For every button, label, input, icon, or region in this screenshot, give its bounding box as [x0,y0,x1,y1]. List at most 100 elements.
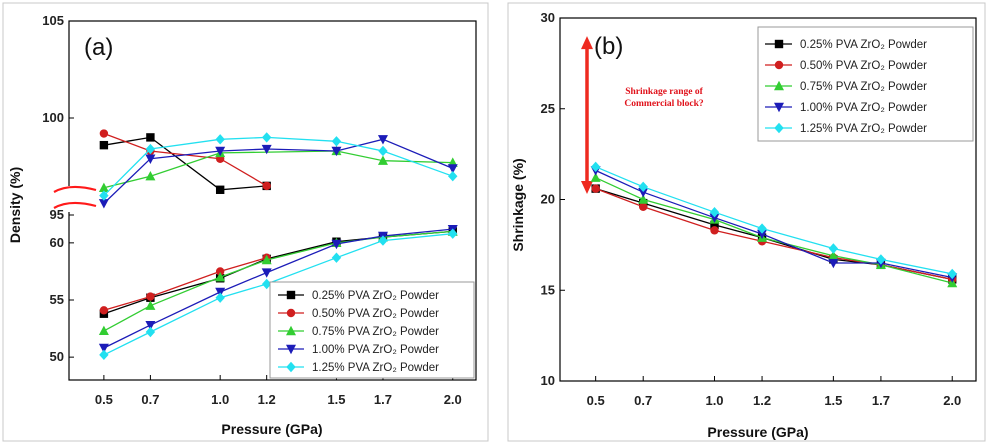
panel-b-data-point [638,181,648,192]
legend-marker-swatch [286,344,296,355]
panel-b-legend-item: 1.25% PVA ZrO₂ Powder [765,122,927,135]
panel-b-y-ticks: 10 15 20 25 30 [541,10,565,388]
panel-a-density: (a) Pressure (GPa) Density (%) 0.5 0.7 1.0… [2,2,489,442]
shrinkage-range-arrowhead-top [581,36,593,50]
panel-b-x-tick-label: 1.0 [705,393,723,408]
panel-b-x-ticks: 0.5 0.7 1.0 1.2 1.5 1.7 2.0 [587,376,961,408]
panel-a-data-point [261,144,272,155]
panel-b-data-point [828,243,839,254]
panel-a-data-point [331,136,342,147]
panel-b-x-tick-label: 1.7 [872,393,890,408]
panel-a-legend-label: 1.00% PVA ZrO₂ Powder [312,344,439,356]
panel-b-legend-label: 1.00% PVA ZrO₂ Powder [800,102,927,114]
panel-a-series-s125 [99,132,458,361]
panel-b-data-point [590,161,601,173]
panel-a-y-ticks: 95 100 105 50 55 60 [42,13,74,364]
panel-a-series-group [98,129,458,361]
panel-b-data-point [709,213,720,223]
panel-a-data-point [146,133,155,142]
legend-marker-swatch [774,39,784,49]
panel-a-data-point [331,146,342,157]
panel-b-y-tick-label: 20 [541,192,555,207]
panel-b-label: (b) [594,33,623,60]
panel-a-frame [2,2,489,442]
legend-marker-swatch [774,60,784,70]
panel-b-data-point [947,268,957,280]
panel-a-legend-box [269,281,475,379]
panel-b-frame [507,2,986,442]
legend-marker-swatch [774,102,784,113]
panel-a-data-point [99,306,109,315]
panel-b-legend-item: 0.75% PVA ZrO₂ Powder [765,80,927,93]
panel-a-legend-item: 0.25% PVA ZrO₂ Powder [278,290,439,302]
panel-a-data-point [448,171,458,182]
panel-a-y-tick-label: 105 [42,13,64,28]
panel-a-data-point [215,146,226,157]
panel-b-data-point [639,202,648,211]
panel-b-y-tick-label: 25 [541,101,555,116]
panel-b-data-point [709,207,720,218]
panel-a-series-line-upper [103,136,267,191]
panel-a-data-point [215,267,225,276]
panel-a-data-point [215,287,226,298]
panel-a-data-point [261,278,272,290]
panel-a-data-point [215,271,226,282]
panel-a-data-point [377,155,388,165]
panel-a-data-point [215,292,225,303]
panel-b-data-point [828,250,839,260]
panel-a-axis-break [53,185,97,212]
panel-a-series-s050 [99,129,271,315]
panel-a-data-point [145,300,156,310]
panel-b-data-point [590,172,601,182]
panel-a-x-tick-label: 1.0 [211,392,229,407]
panel-b-data-point [828,258,839,269]
panel-a-data-point [331,239,342,250]
axis-break-mark-lower [53,201,97,209]
panel-a-x-tick-label: 1.2 [258,392,276,407]
panel-b-data-point [710,220,719,230]
panel-a-data-point [331,252,342,263]
panel-a-y-tick-label: 50 [50,349,64,364]
panel-a-legend-item: 0.50% PVA ZrO₂ Powder [278,308,439,320]
legend-marker-swatch [774,80,784,91]
annotation-line-1: Shrinkage range of [625,87,703,97]
shrinkage-range-arrowhead-bottom [581,181,593,195]
legend-marker-swatch [286,290,296,300]
panel-a-series-line-upper [103,150,453,189]
panel-b-legend-box [757,26,974,142]
annotation-line-2: Commercial block? [624,99,703,109]
panel-b-x-axis-title: Pressure (GPa) [707,424,808,440]
panel-a-data-point [215,134,225,145]
panel-a-x-axis-title: Pressure (GPa) [221,421,322,437]
panel-a-data-point [261,132,272,143]
panel-a-legend-label: 1.25% PVA ZrO₂ Powder [312,362,439,374]
panel-b-legend-label: 1.25% PVA ZrO₂ Powder [800,123,927,135]
panel-b-x-tick-label: 1.2 [753,393,771,408]
panel-b-shrinkage: (b) Pressure (GPa) Shrinkage (%) 0.5 0.7 1… [507,2,986,442]
panel-b-y-tick-label: 30 [541,10,555,25]
panel-a-x-tick-label: 0.7 [141,392,159,407]
panel-b-legend-item: 1.00% PVA ZrO₂ Powder [765,102,927,114]
panel-b-y-tick-label: 10 [541,373,555,388]
panel-b-data-point [591,184,600,193]
panel-b-x-tick-label: 0.7 [634,393,652,408]
panel-b-legend-label: 0.25% PVA ZrO₂ Powder [800,39,927,51]
axis-break-mark-upper [53,185,97,193]
panel-b-data-point [638,194,649,204]
panel-b-legend-label: 0.75% PVA ZrO₂ Powder [800,81,927,93]
legend-marker-swatch [286,308,296,318]
legend-marker-swatch [286,325,296,336]
panel-a-x-tick-label: 2.0 [444,392,462,407]
panel-a-data-point [261,254,272,265]
panel-a-data-point [145,154,156,164]
panel-a-legend-item: 1.25% PVA ZrO₂ Powder [278,361,439,374]
panel-a-y-axis-title: Density (%) [7,167,23,243]
panel-a-label: (a) [84,34,113,61]
panel-a-y-tick-label: 55 [50,292,64,307]
panel-a-x-ticks: 0.5 0.7 1.0 1.2 1.5 1.7 2.0 [95,375,462,407]
panel-a-data-point [98,199,109,209]
panel-a-data-point [378,145,388,157]
panel-a-data-point [448,228,458,239]
panel-a-data-point [145,171,156,181]
